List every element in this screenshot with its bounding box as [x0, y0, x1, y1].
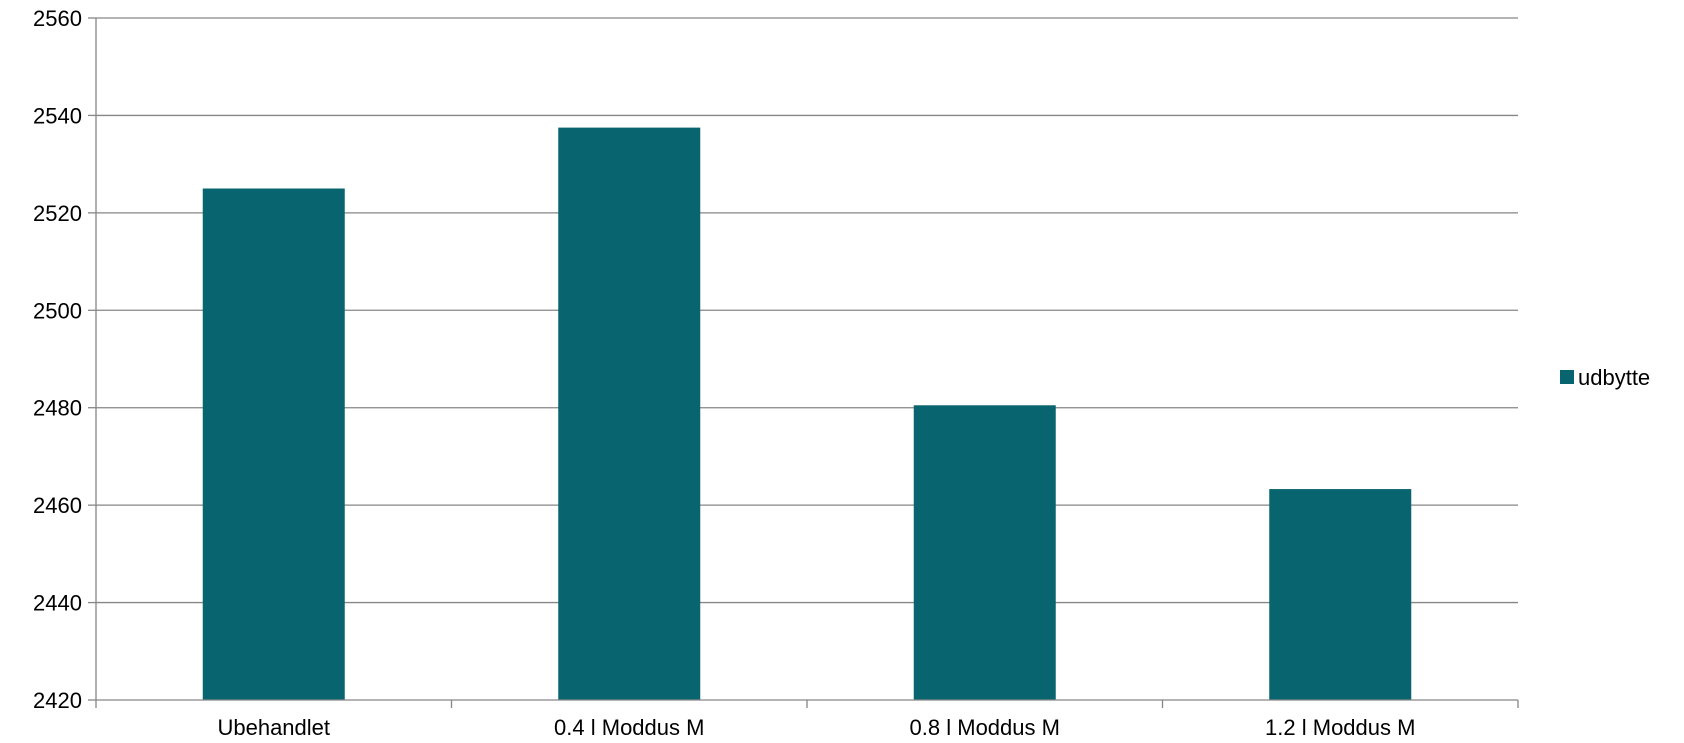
x-tick-marks — [95, 700, 1519, 708]
y-tick-labels: 2420 2440 2460 2480 2500 2520 2540 2560 — [33, 6, 96, 713]
category-label: 0.8 l Moddus M — [910, 715, 1060, 740]
category-label: 1.2 l Moddus M — [1265, 715, 1415, 740]
category-label: 0.4 l Moddus M — [554, 715, 704, 740]
legend-swatch-udbytte — [1560, 370, 1574, 384]
bar-0-4-l-moddus-m — [558, 127, 701, 701]
bars — [202, 127, 1412, 701]
legend-label-udbytte: udbytte — [1578, 365, 1650, 390]
bar-0-8-l-moddus-m — [913, 405, 1056, 700]
y-tick-label: 2500 — [33, 298, 82, 323]
bar-ubehandlet — [202, 188, 345, 700]
y-tick-label: 2480 — [33, 396, 82, 421]
y-tick-label: 2540 — [33, 103, 82, 128]
category-labels: Ubehandlet 0.4 l Moddus M 0.8 l Moddus M 1.… — [217, 715, 1415, 740]
y-tick-label: 2560 — [33, 6, 82, 31]
category-label: Ubehandlet — [217, 715, 330, 740]
y-tick-label: 2420 — [33, 688, 82, 713]
y-tick-label: 2460 — [33, 493, 82, 518]
y-tick-label: 2520 — [33, 201, 82, 226]
y-tick-label: 2440 — [33, 591, 82, 616]
bar-1-2-l-moddus-m — [1269, 489, 1412, 700]
legend: udbytte — [1560, 365, 1650, 390]
